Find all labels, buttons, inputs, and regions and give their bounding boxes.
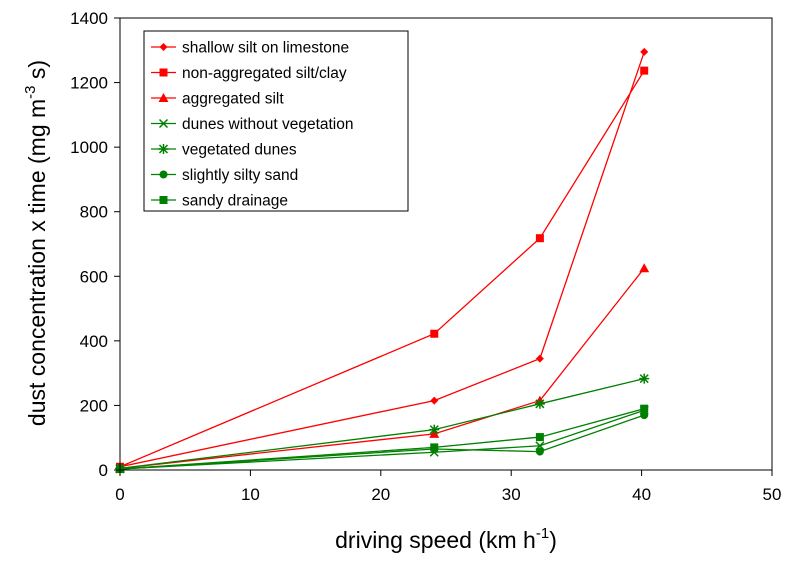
legend-label: sandy drainage bbox=[182, 193, 288, 210]
data-point bbox=[640, 404, 649, 413]
plot-area-frame bbox=[119, 17, 773, 471]
axes-layer: 0 10 20 30 40 50 0 200 400 600 800 1000 1200 1400 bbox=[70, 9, 781, 504]
x-tick-label: 0 bbox=[115, 485, 124, 504]
legend-marker bbox=[159, 68, 168, 77]
series-line bbox=[119, 409, 645, 470]
x-tick-label: 20 bbox=[371, 485, 390, 504]
y-tick-label: 1400 bbox=[70, 9, 108, 28]
y-tick-label: 600 bbox=[80, 267, 108, 286]
data-point bbox=[640, 47, 649, 56]
legend-label: vegetated dunes bbox=[182, 142, 297, 159]
data-point bbox=[430, 396, 439, 405]
y-axis-title-text: dust concentration x time (mg m bbox=[24, 99, 50, 426]
series-line bbox=[119, 377, 645, 470]
data-point bbox=[535, 447, 544, 456]
legend-marker bbox=[158, 144, 169, 154]
y-axis-title: dust concentration x time (mg m-3 s) bbox=[22, 60, 50, 426]
data-point bbox=[640, 411, 649, 420]
legend-label: aggregated silt bbox=[182, 91, 284, 108]
series-line bbox=[119, 408, 645, 470]
x-axis-title-text: driving speed (km h bbox=[335, 527, 536, 553]
data-point bbox=[639, 263, 650, 273]
legend: shallow silt on limestone non-aggregated … bbox=[143, 30, 409, 212]
legend-entry: shallow silt on limestone bbox=[151, 40, 349, 57]
y-tick-label: 1000 bbox=[70, 138, 108, 157]
legend-box bbox=[143, 30, 409, 212]
legend-label: slightly silty sand bbox=[182, 167, 298, 184]
legend-marker bbox=[158, 118, 169, 129]
legend-entry: dunes without vegetation bbox=[151, 116, 353, 133]
x-tick-label: 10 bbox=[241, 485, 260, 504]
data-series-layer bbox=[115, 47, 650, 474]
x-axis-title: driving speed (km h-1) bbox=[335, 525, 557, 553]
y-tick-label: 400 bbox=[80, 332, 108, 351]
data-point bbox=[429, 424, 440, 435]
data-point bbox=[430, 443, 439, 452]
legend-entry: non-aggregated silt/clay bbox=[151, 65, 347, 82]
marker-stroke bbox=[158, 118, 169, 129]
x-tick-label: 50 bbox=[763, 485, 782, 504]
x-axis-title-superscript: -1 bbox=[536, 525, 549, 542]
data-point bbox=[535, 234, 544, 243]
marker-stroke bbox=[535, 441, 545, 451]
series-line bbox=[119, 70, 645, 468]
series-line bbox=[119, 414, 645, 470]
legend-marker bbox=[159, 170, 168, 179]
data-point bbox=[535, 354, 544, 363]
x-tick-label: 30 bbox=[502, 485, 521, 504]
data-point bbox=[640, 66, 649, 75]
legend-label: shallow silt on limestone bbox=[182, 40, 349, 57]
y-tick-label: 800 bbox=[80, 203, 108, 222]
legend-marker bbox=[159, 43, 168, 51]
y-tick-label: 200 bbox=[80, 396, 108, 415]
y-axis-title-tail: s) bbox=[24, 60, 50, 86]
legend-entry: vegetated dunes bbox=[151, 142, 297, 159]
data-point bbox=[534, 398, 545, 409]
data-point bbox=[430, 329, 439, 338]
legend-entry: sandy drainage bbox=[151, 193, 288, 210]
y-tick-label: 0 bbox=[99, 461, 108, 480]
series-line bbox=[119, 51, 645, 468]
data-point bbox=[535, 433, 544, 442]
y-axis-title-superscript: -3 bbox=[22, 85, 39, 98]
legend-entry: aggregated silt bbox=[151, 91, 284, 108]
data-point bbox=[639, 373, 650, 384]
x-tick-label: 40 bbox=[632, 485, 651, 504]
legend-label: dunes without vegetation bbox=[182, 116, 353, 133]
legend-marker bbox=[159, 196, 168, 204]
data-point bbox=[535, 441, 545, 451]
legend-entry: slightly silty sand bbox=[151, 167, 298, 184]
legend-marker bbox=[158, 93, 169, 102]
x-axis-title-tail: ) bbox=[549, 527, 557, 553]
y-tick-label: 1200 bbox=[70, 74, 108, 93]
legend-label: non-aggregated silt/clay bbox=[182, 65, 347, 82]
